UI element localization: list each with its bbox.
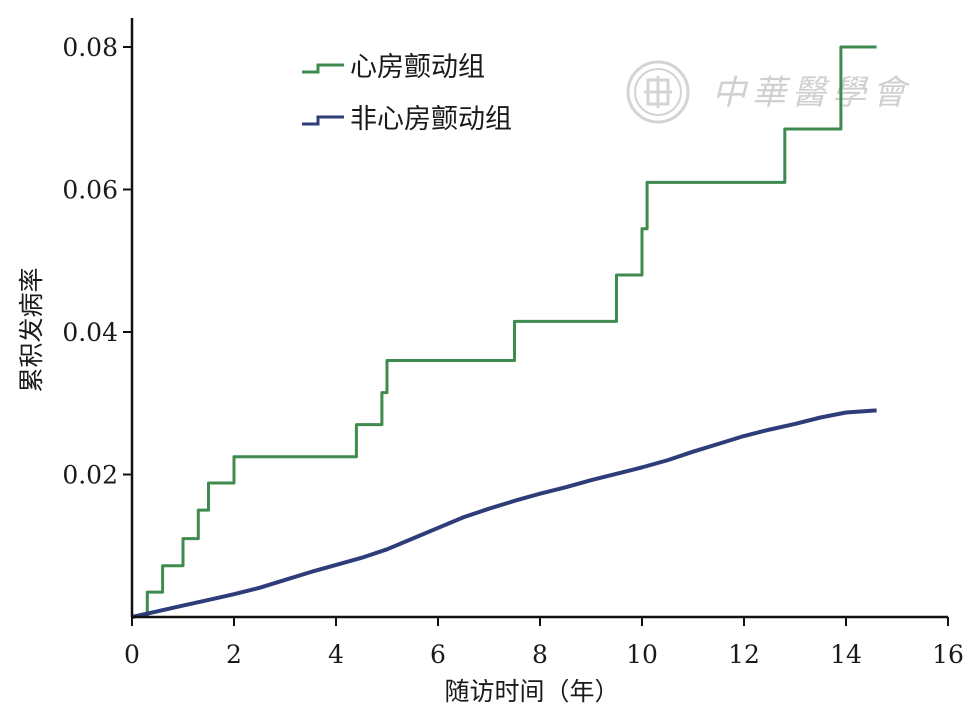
x-tick-label: 14	[830, 640, 862, 669]
y-tick-label: 0.08	[62, 33, 118, 62]
legend-item: 非心房颤动组	[302, 104, 512, 135]
x-tick-label: 6	[430, 640, 446, 669]
y-tick-label: 0.02	[62, 461, 118, 490]
legend-label: 心房颤动组	[350, 52, 485, 83]
x-tick-label: 10	[626, 640, 658, 669]
y-tick-label: 0.04	[62, 318, 118, 347]
x-tick-label: 8	[532, 640, 548, 669]
x-tick-label: 2	[226, 640, 242, 669]
medical-association-seal-icon	[626, 60, 690, 124]
legend: 心房颤动组 非心房颤动组	[302, 52, 512, 135]
y-tick-label: 0.06	[62, 176, 118, 205]
x-tick-label: 16	[932, 640, 964, 669]
y-ticks: 0.02 0.04 0.06 0.08	[62, 33, 132, 490]
legend-swatch-af	[302, 63, 344, 74]
x-ticks: 0 2 4 6 8 10 12 14 16	[124, 617, 964, 669]
x-tick-label: 12	[728, 640, 760, 669]
legend-item: 心房颤动组	[302, 52, 485, 83]
watermark-text: 中華醫學會	[712, 73, 912, 113]
legend-label: 非心房颤动组	[350, 104, 512, 135]
x-tick-label: 4	[328, 640, 344, 669]
y-axis-title: 累积发病率	[17, 267, 46, 392]
series-layer	[131, 45, 877, 619]
x-tick-label: 0	[124, 640, 140, 669]
watermark: 中華醫學會	[626, 60, 912, 124]
legend-swatch-non-af	[302, 115, 344, 126]
x-axis-title: 随访时间（年）	[444, 677, 619, 706]
series-line-non-af	[131, 408, 877, 619]
series-line-af	[145, 45, 877, 617]
